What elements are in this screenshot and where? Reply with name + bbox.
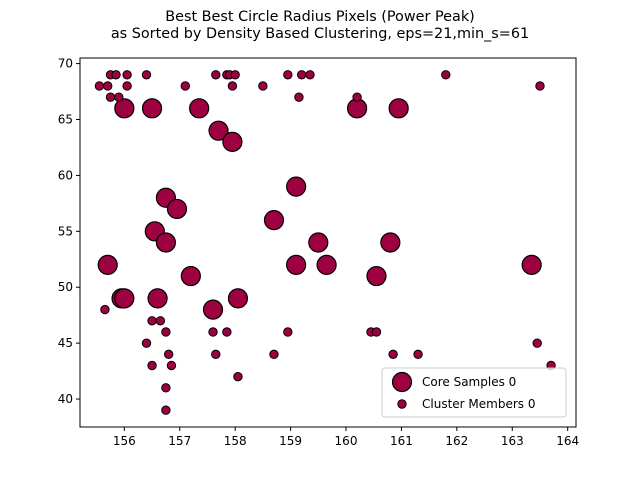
cluster-member-point-4 <box>114 92 124 102</box>
x-tick-label-159: 159 <box>279 434 302 448</box>
cluster-member-point-41 <box>388 349 398 360</box>
points-layer <box>94 70 556 415</box>
core-sample-point-4 <box>222 131 243 152</box>
core-sample-point-3 <box>208 120 229 141</box>
core-sample-point-18 <box>316 254 337 275</box>
cluster-member-point-16 <box>283 70 293 80</box>
cluster-member-point-21 <box>441 70 451 80</box>
cluster-member-point-15 <box>258 81 268 91</box>
legend-marker-0 <box>391 371 413 393</box>
cluster-member-point-36 <box>233 371 243 382</box>
cluster-member-point-5 <box>105 92 116 102</box>
series-1 <box>94 70 556 415</box>
core-sample-point-14 <box>380 232 401 253</box>
chart-title-line-2: as Sorted by Density Based Clustering, e… <box>111 26 529 42</box>
core-sample-point-8 <box>166 198 188 220</box>
legend-label-0: Core Samples 0 <box>422 375 516 389</box>
cluster-member-point-13 <box>230 70 240 80</box>
core-sample-point-17 <box>286 254 307 275</box>
cluster-member-point-25 <box>147 360 157 371</box>
cluster-member-point-8 <box>141 70 152 80</box>
x-tick-label-156: 156 <box>113 434 136 448</box>
cluster-member-point-24 <box>141 338 152 348</box>
core-sample-point-13 <box>308 232 329 253</box>
cluster-member-point-30 <box>166 360 177 371</box>
cluster-member-point-19 <box>305 70 315 80</box>
cluster-member-point-27 <box>155 316 166 326</box>
core-sample-point-2 <box>189 98 210 119</box>
cluster-member-point-14 <box>227 81 238 91</box>
cluster-member-point-17 <box>294 92 304 102</box>
x-tick-label-163: 163 <box>501 434 524 448</box>
cluster-member-point-29 <box>163 349 174 360</box>
cluster-member-point-10 <box>211 70 221 80</box>
y-tick-label-55: 55 <box>58 224 73 238</box>
core-sample-point-11 <box>155 232 176 253</box>
core-sample-point-0 <box>114 98 135 119</box>
x-tick-label-162: 162 <box>445 434 468 448</box>
cluster-member-point-43 <box>532 338 542 348</box>
legend-label-1: Cluster Members 0 <box>422 397 535 411</box>
cluster-member-point-37 <box>269 349 279 360</box>
cluster-member-point-34 <box>211 349 221 360</box>
cluster-member-point-26 <box>147 316 157 326</box>
cluster-member-point-32 <box>161 405 171 415</box>
cluster-member-point-6 <box>122 81 132 91</box>
cluster-member-point-9 <box>180 81 191 91</box>
cluster-member-point-0 <box>94 81 105 91</box>
cluster-member-point-1 <box>103 81 113 91</box>
legend: Core Samples 0 Cluster Members 0 <box>381 367 567 418</box>
chart-title: Best Best Circle Radius Pixels (Power Pe… <box>111 9 529 42</box>
core-sample-point-6 <box>388 98 409 119</box>
core-sample-point-16 <box>180 265 201 287</box>
core-sample-point-12 <box>263 210 285 231</box>
cluster-member-point-42 <box>413 349 423 360</box>
cluster-member-point-35 <box>222 327 232 337</box>
core-sample-point-9 <box>286 176 307 197</box>
core-sample-point-24 <box>202 299 224 320</box>
y-tick-label-70: 70 <box>58 57 73 71</box>
core-sample-point-23 <box>147 288 168 309</box>
core-sample-point-19 <box>366 265 387 287</box>
cluster-member-point-28 <box>161 327 171 337</box>
cluster-member-point-22 <box>535 81 545 91</box>
core-sample-point-22 <box>114 288 135 309</box>
cluster-member-point-7 <box>122 70 132 80</box>
x-tick-label-160: 160 <box>335 434 358 448</box>
cluster-member-point-40 <box>371 327 382 337</box>
cluster-member-point-38 <box>283 327 293 337</box>
x-tick-label-164: 164 <box>556 434 579 448</box>
core-sample-point-1 <box>141 98 163 119</box>
y-tick-label-50: 50 <box>58 280 73 294</box>
cluster-member-point-33 <box>208 327 218 337</box>
plot-frame <box>79 57 577 428</box>
core-sample-point-25 <box>227 288 249 309</box>
x-tick-label-158: 158 <box>224 434 247 448</box>
cluster-member-point-3 <box>111 70 121 80</box>
core-sample-point-20 <box>521 254 542 275</box>
legend-marker-1 <box>397 399 407 409</box>
legend-box <box>381 367 567 418</box>
x-tick-label-161: 161 <box>390 434 413 448</box>
axes-layer: 156 157 158 159 160 161 162 163 164 40 45 50 55 60 65 7… <box>58 57 579 448</box>
cluster-member-point-18 <box>296 70 307 80</box>
series-0 <box>97 98 542 320</box>
y-tick-label-45: 45 <box>58 336 73 350</box>
chart-title-line-1: Best Best Circle Radius Pixels (Power Pe… <box>165 9 475 25</box>
cluster-member-point-23 <box>100 304 110 315</box>
cluster-member-point-31 <box>161 383 171 393</box>
cluster-member-point-20 <box>352 92 362 102</box>
x-tick-label-157: 157 <box>168 434 191 448</box>
core-sample-point-15 <box>97 254 118 275</box>
y-tick-label-65: 65 <box>58 113 73 127</box>
y-tick-label-60: 60 <box>58 168 73 182</box>
y-tick-label-40: 40 <box>58 392 73 406</box>
